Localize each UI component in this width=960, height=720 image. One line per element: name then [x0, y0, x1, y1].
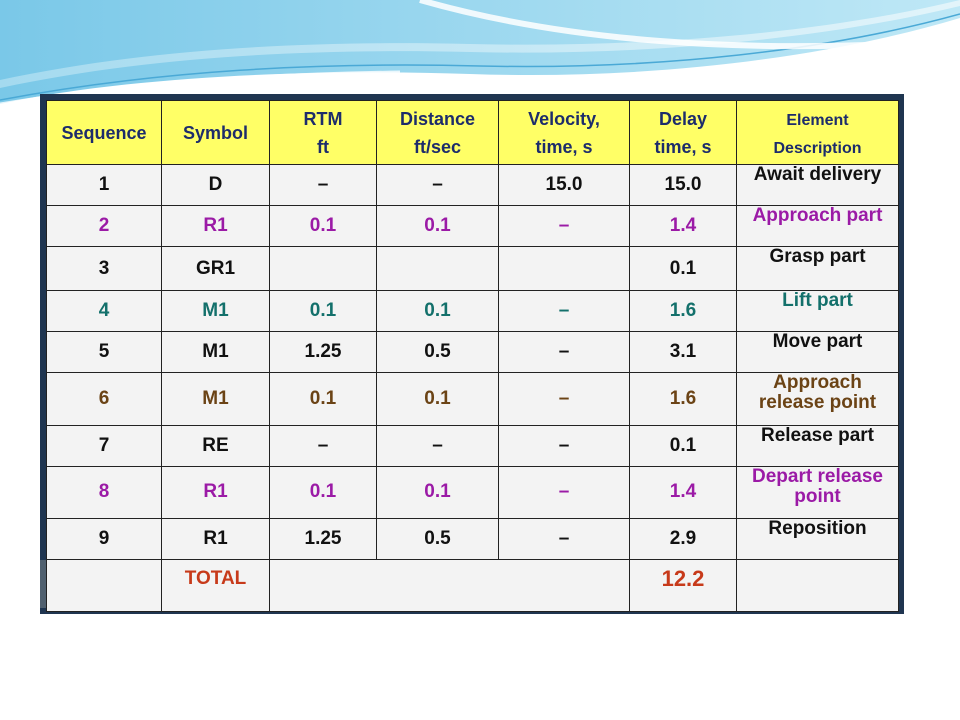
- cell-rtm: 0.1: [269, 465, 377, 519]
- cell-description: Release part: [736, 424, 899, 467]
- header-delay: Delay time, s: [629, 100, 737, 165]
- header-velocity: Velocity, time, s: [498, 100, 630, 165]
- cell-description: Reposition: [736, 517, 899, 560]
- cell-symbol: R1: [161, 465, 270, 519]
- cell-seq: 2: [46, 205, 162, 248]
- cell-rtm: 0.1: [269, 290, 377, 333]
- cell-rtm: –: [269, 163, 377, 207]
- cell-distance: 0.1: [376, 290, 499, 333]
- cell-velocity: 15.0: [498, 163, 630, 207]
- cell-symbol: GR1: [161, 246, 270, 292]
- cell-delay: 1.6: [629, 372, 737, 426]
- cell-distance: 0.1: [376, 372, 499, 426]
- cell-symbol: RE: [161, 424, 270, 467]
- cell-delay: 15.0: [629, 163, 737, 207]
- table-row: 9 R1 1.25 0.5 – 2.9 Reposition: [46, 517, 899, 560]
- table-row: 8 R1 0.1 0.1 – 1.4 Depart release point: [46, 465, 899, 519]
- cell-velocity: –: [498, 331, 630, 374]
- header-distance: Distance ft/sec: [376, 100, 499, 165]
- cell-description: Grasp part: [736, 246, 899, 292]
- cell-description: Lift part: [736, 290, 899, 333]
- cell-velocity: –: [498, 424, 630, 467]
- cell-delay: 3.1: [629, 331, 737, 374]
- element-sequence-table: Sequence Symbol RTM ft Distance ft/sec Vel…: [46, 100, 899, 613]
- cell-rtm: 1.25: [269, 331, 377, 374]
- cell-distance: 0.1: [376, 205, 499, 248]
- cell-distance: [376, 246, 499, 292]
- cell-delay: 0.1: [629, 246, 737, 292]
- cell-symbol: R1: [161, 205, 270, 248]
- cell-symbol: D: [161, 163, 270, 207]
- cell-seq: 9: [46, 517, 162, 560]
- cell-velocity: –: [498, 465, 630, 519]
- cell-description: Await delivery: [736, 163, 899, 207]
- cell-empty: [46, 558, 162, 613]
- cell-velocity: –: [498, 517, 630, 560]
- table-row: 4 M1 0.1 0.1 – 1.6 Lift part: [46, 290, 899, 333]
- header-row: Sequence Symbol RTM ft Distance ft/sec Vel…: [46, 100, 899, 165]
- cell-symbol: M1: [161, 372, 270, 426]
- cell-description: Approach part: [736, 205, 899, 248]
- cell-description: Depart release point: [736, 465, 899, 519]
- table-row: 5 M1 1.25 0.5 – 3.1 Move part: [46, 331, 899, 374]
- cell-seq: 6: [46, 372, 162, 426]
- cell-rtm: [269, 246, 377, 292]
- header-symbol: Symbol: [161, 100, 270, 165]
- cell-symbol: M1: [161, 331, 270, 374]
- cell-seq: 8: [46, 465, 162, 519]
- cell-empty-span: [269, 558, 630, 613]
- table-row: 3 GR1 0.1 Grasp part: [46, 246, 899, 292]
- cell-delay: 1.4: [629, 465, 737, 519]
- cell-rtm: 0.1: [269, 372, 377, 426]
- table-row: 1 D – – 15.0 15.0 Await delivery: [46, 163, 899, 207]
- cell-delay: 1.4: [629, 205, 737, 248]
- header-rtm: RTM ft: [269, 100, 377, 165]
- cell-velocity: –: [498, 290, 630, 333]
- cell-seq: 1: [46, 163, 162, 207]
- table-row: 2 R1 0.1 0.1 – 1.4 Approach part: [46, 205, 899, 248]
- cell-symbol: R1: [161, 517, 270, 560]
- cell-distance: –: [376, 424, 499, 467]
- cell-seq: 4: [46, 290, 162, 333]
- cell-velocity: [498, 246, 630, 292]
- cell-rtm: –: [269, 424, 377, 467]
- cell-description: Move part: [736, 331, 899, 374]
- cell-symbol: M1: [161, 290, 270, 333]
- cell-distance: 0.5: [376, 517, 499, 560]
- frame-edge-strip: [40, 560, 46, 608]
- table-row: 7 RE – – – 0.1 Release part: [46, 424, 899, 467]
- cell-distance: –: [376, 163, 499, 207]
- total-value: 12.2: [629, 558, 737, 613]
- cell-delay: 0.1: [629, 424, 737, 467]
- cell-seq: 7: [46, 424, 162, 467]
- cell-description: Approach release point: [736, 372, 899, 426]
- cell-seq: 5: [46, 331, 162, 374]
- cell-distance: 0.1: [376, 465, 499, 519]
- cell-distance: 0.5: [376, 331, 499, 374]
- cell-delay: 2.9: [629, 517, 737, 560]
- header-description: Element Description: [736, 100, 899, 165]
- cell-delay: 1.6: [629, 290, 737, 333]
- cell-empty: [736, 558, 899, 613]
- total-label: TOTAL: [161, 558, 270, 613]
- header-sequence: Sequence: [46, 100, 162, 165]
- cell-rtm: 1.25: [269, 517, 377, 560]
- cell-velocity: –: [498, 205, 630, 248]
- table-row: 6 M1 0.1 0.1 – 1.6 Approach release point: [46, 372, 899, 426]
- cell-rtm: 0.1: [269, 205, 377, 248]
- total-row: TOTAL 12.2: [46, 558, 899, 613]
- cell-velocity: –: [498, 372, 630, 426]
- cell-seq: 3: [46, 246, 162, 292]
